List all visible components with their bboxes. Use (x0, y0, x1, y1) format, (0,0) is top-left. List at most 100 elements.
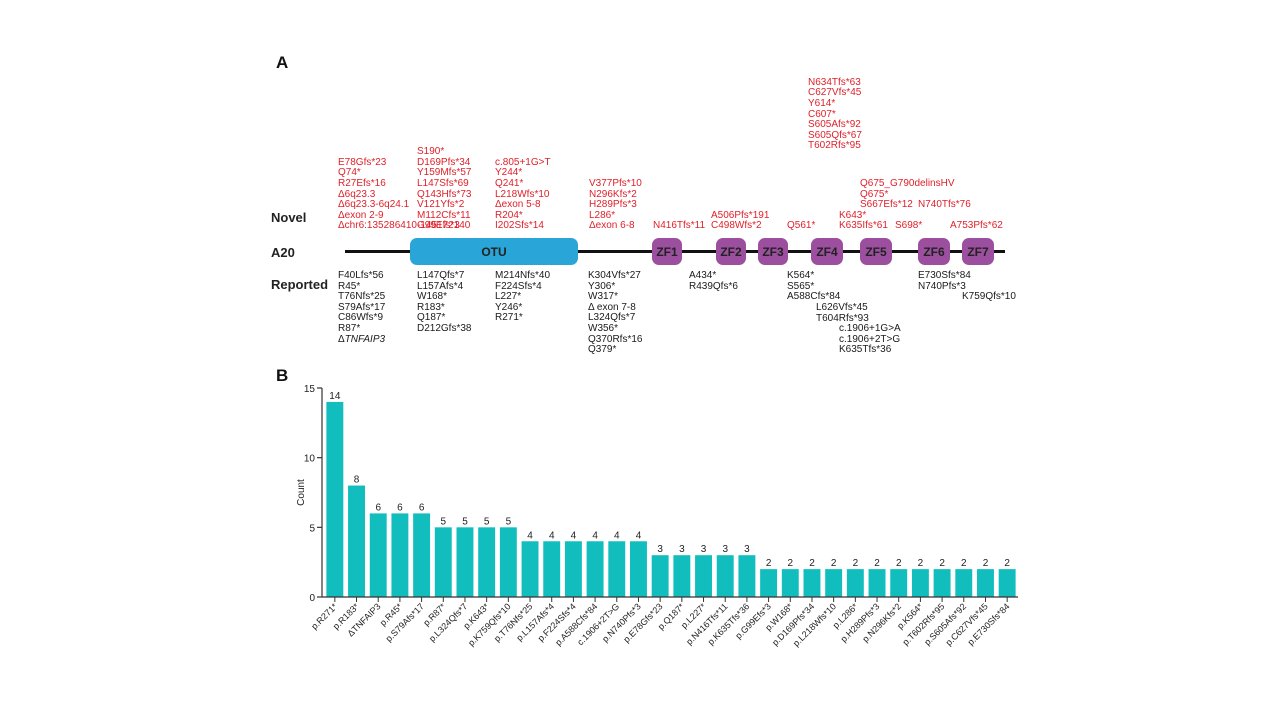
mutation-label: N634Tfs*63 (808, 76, 861, 88)
novel-mutation-group: E78Gfs*23 Q74* R27Efs*16 Δ6q23.3 Δ6q23.3-6q2… (338, 156, 471, 232)
bar (391, 513, 409, 597)
mutation-label: R439Qfs*6 (689, 280, 738, 292)
mutation-label: K759Qfs*10 (962, 291, 1016, 302)
mutation-label: S79Afs*17 (338, 301, 386, 313)
bar (673, 555, 691, 597)
mutation-label: Q675* (860, 188, 889, 200)
mutation-label: K304Vfs*27 (588, 270, 641, 281)
bar-value-label: 5 (462, 516, 468, 527)
domain-zf1: ZF1 (652, 238, 682, 265)
mutation-label: E78Gfs*23 (338, 156, 387, 168)
y-tick-label: 0 (309, 593, 315, 604)
mutation-label: L626Vfs*45 (816, 302, 868, 313)
novel-mutation-group: S698* (895, 221, 922, 232)
novel-mutation-group: A506Pfs*191 C498Wfs*2 (711, 209, 770, 232)
mutation-label: C607* (808, 108, 836, 120)
reported-mutation-group: A434* R439Qfs*6 (689, 270, 738, 292)
mutation-label: D212Gfs*38 (417, 322, 472, 334)
bar-value-label: 4 (592, 530, 598, 541)
bar-value-label: 2 (896, 558, 902, 569)
bar-value-label: 5 (506, 516, 512, 527)
mutation-label: Q143Hfs*73 (417, 188, 472, 200)
bar (413, 513, 431, 597)
bar (564, 541, 582, 597)
mutation-label: W356* (588, 322, 619, 334)
mutation-label: T604Rfs*93 (816, 312, 869, 324)
bar-value-label: 4 (614, 530, 620, 541)
bar (911, 569, 929, 597)
mutation-label: N416Tfs*11 (653, 220, 706, 232)
bar-value-label: 6 (375, 502, 381, 513)
mutation-label: N296Kfs*2 (589, 188, 637, 200)
bar-value-label: 4 (549, 530, 555, 541)
y-tick-label: 5 (309, 523, 315, 534)
mutation-label: F224Sfs*4 (495, 280, 542, 292)
mutation-label: Q241* (495, 178, 524, 190)
mutation-label: c.805+1G>T (495, 156, 551, 168)
mutation-label: G99Efs*3 (417, 220, 460, 232)
bar (933, 569, 951, 597)
mutation-label: W168* (417, 291, 448, 303)
mutation-label: K635Ifs*61 (839, 220, 888, 232)
mutation-label: K635Tfs*36 (839, 344, 892, 356)
mutation-label: V377Pfs*10 (589, 178, 642, 190)
bar-value-label: 2 (766, 558, 772, 569)
bar (825, 569, 843, 597)
novel-mutation-group: N740Tfs*76 (918, 200, 971, 211)
reported-mutation-group: M214Nfs*40 F224Sfs*4 L227* Y246* R271* (495, 270, 551, 324)
bar-value-label: 2 (831, 558, 837, 569)
mutation-label: L324Qfs*7 (588, 312, 636, 324)
bar-value-label: 2 (983, 558, 989, 569)
bar-value-label: 6 (397, 502, 403, 513)
mutation-label: A434* (689, 270, 717, 281)
novel-mutation-group: N634Tfs*63 C627Vfs*45 Y614* C607* S605Afs*92… (808, 76, 862, 152)
bar-value-label: 3 (701, 544, 707, 555)
mutation-label: C86Wfs*9 (338, 312, 384, 324)
mutation-label: C627Vfs*45 (808, 87, 862, 99)
bar (434, 527, 452, 597)
mutation-label: I202Sfs*14 (495, 220, 544, 232)
mutation-label: K643* (839, 209, 867, 221)
row-label-novel: Novel (271, 210, 307, 225)
mutation-label: Q187* (417, 312, 446, 324)
bar-value-label: 5 (484, 516, 490, 527)
novel-mutation-group: K643* K635Ifs*61 (839, 209, 888, 232)
mutation-label: Δchr6:135286410-145172140 (338, 220, 471, 232)
mutation-label: Q370Rfs*16 (588, 333, 643, 345)
bar-value-label: 6 (419, 502, 425, 513)
bar-value-label: 2 (788, 558, 794, 569)
bar (478, 527, 496, 597)
novel-mutation-group: S190* D169Pfs*34 Y159Mfs*57 L147Sfs*69 Q143H… (417, 147, 471, 232)
novel-mutation-group: Q561* (787, 221, 815, 232)
mutation-label: K564* (787, 270, 815, 281)
bar-value-label: 2 (853, 558, 859, 569)
row-label-reported: Reported (271, 277, 329, 292)
mutation-label: M214Nfs*40 (495, 270, 551, 281)
novel-mutation-group: N416Tfs*11 (653, 221, 705, 232)
bar (760, 569, 778, 597)
bar-value-label: 3 (744, 544, 750, 555)
reported-mutation-group: K564* S565* A588Cfs*84 (787, 270, 841, 303)
mutation-label: L227* (495, 291, 522, 303)
mutation-label: A588Cfs*84 (787, 291, 841, 303)
reported-mutation-group: K304Vfs*27 Y306* W317* Δ exon 7-8 L324Qfs*7 W… (588, 270, 643, 356)
mutation-label: N740Tfs*76 (918, 199, 971, 211)
mutation-label: L218Wfs*10 (495, 188, 550, 200)
mutation-label: L147Qfs*7 (417, 270, 465, 281)
novel-mutation-group: Q675_G790delinsHV Q675* S667Efs*12 (860, 179, 955, 211)
mutation-label: Y306* (588, 280, 616, 292)
mutation-label: Q74* (338, 167, 361, 179)
mutation-label: Δexon 5-8 (495, 199, 541, 211)
mutation-label: A506Pfs*191 (711, 209, 770, 221)
mutation-label: S605Qfs*67 (808, 129, 862, 141)
reported-mutation-group: L626Vfs*45 T604Rfs*93 (816, 302, 869, 324)
domain-zf5: ZF5 (860, 238, 892, 265)
bar (998, 569, 1016, 597)
bar (738, 555, 756, 597)
novel-mutation-group: c.805+1G>T Y244* Q241* L218Wfs*10 Δexon 5-8 R… (495, 156, 551, 232)
mutation-label: A753Pfs*62 (950, 220, 1003, 232)
mutation-label: Δexon 2-9 (338, 209, 384, 221)
mutation-label: M112Cfs*11 (417, 209, 471, 221)
novel-mutation-group: A753Pfs*62 (950, 221, 1003, 232)
